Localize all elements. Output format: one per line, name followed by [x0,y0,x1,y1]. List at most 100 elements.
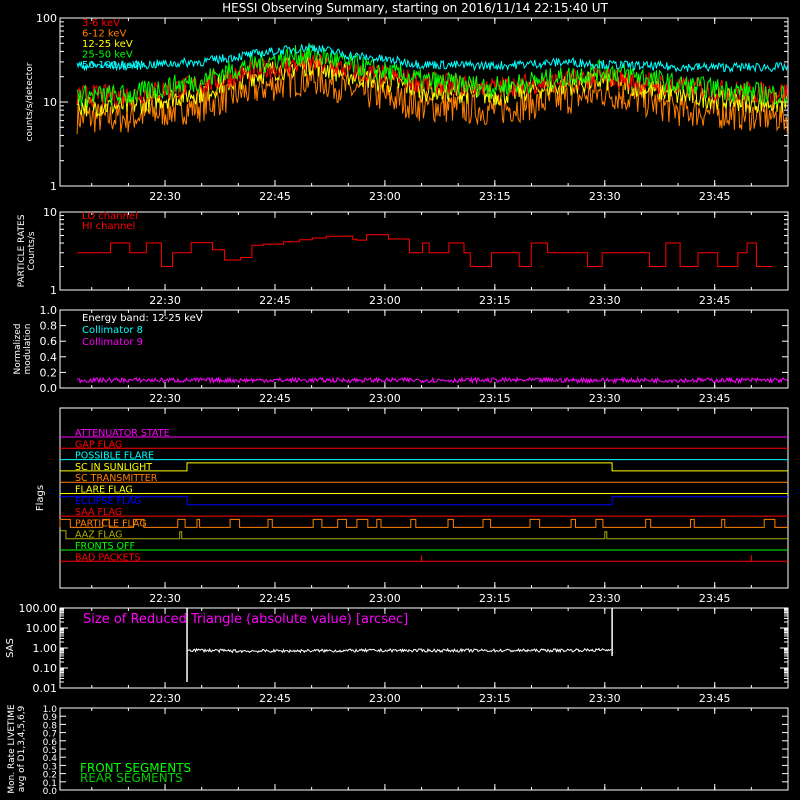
time-tick-label: 22:45 [259,190,291,203]
time-tick-label: 22:30 [149,392,181,405]
y-tick-label: 0.3 [43,762,57,772]
y-tick-label: 0.01 [33,682,58,695]
y-tick-label: 10.00 [26,622,58,635]
legend-entry-0: FRONT SEGMENTS [80,761,191,775]
series-line-2 [76,54,788,117]
flag-label-5: FLARE FLAG [75,485,133,496]
panels: 22:30 22:45 23:00 23:15 23:30 23:45 1 10 100 coun… [5,12,789,797]
legend-entry-0: Collimator 8 [82,325,143,336]
y-axis-label: Flags [35,485,46,511]
figure-title: HESSI Observing Summary, starting on 201… [222,1,608,15]
time-tick-label: 22:30 [149,190,181,203]
legend-entry-2: 12-25 keV [82,39,133,50]
y-tick-label: 1 [50,180,57,193]
time-tick-label: 23:15 [479,392,511,405]
time-tick-label: 23:15 [479,592,511,605]
legend-entry-1: REAR SEGMENTS [80,771,183,785]
panel-frame [59,309,789,389]
sas-panel: 22:30 22:45 23:00 23:15 23:30 23:45 0.01 0.10 1.… [5,602,789,705]
y-tick-label: 0.10 [33,662,58,675]
time-tick-label: 23:00 [369,692,401,705]
y-tick-label: 10 [43,96,57,109]
count-rates-panel: 22:30 22:45 23:00 23:15 23:30 23:45 1 10 100 coun… [25,12,789,203]
series-line-4 [76,43,788,74]
time-tick-label: 23:30 [589,294,621,307]
y-tick-label: 0.0 [43,787,58,797]
panel-frame [59,211,789,291]
time-tick-label: 23:30 [589,692,621,705]
y-tick-label: 0.1 [43,779,57,789]
series-line-3 [76,42,788,108]
flag-label-1: GAP FLAG [75,439,122,450]
flags-panel: 22:30 22:45 23:00 23:15 23:30 23:45 Flags ATTEN… [35,407,789,605]
flag-label-4: SC TRANSMITTER [75,473,158,484]
time-tick-label: 22:30 [149,592,181,605]
series-line-1 [76,62,788,135]
time-tick-label: 23:15 [479,190,511,203]
time-tick-label: 23:00 [369,592,401,605]
flag-label-9: AAZ FLAG [75,530,122,541]
y-tick-label: 0.0 [40,382,58,395]
flag-line-8 [59,518,788,528]
y-tick-label: 0.4 [40,351,58,364]
time-tick-label: 23:30 [589,190,621,203]
time-tick-label: 23:45 [699,392,731,405]
flag-label-0: ATTENUATOR STATE [75,428,170,439]
flag-line-9 [60,530,788,540]
time-tick-label: 23:15 [479,692,511,705]
y-tick-label: 0.7 [43,730,57,740]
y-tick-label: 100.00 [19,602,58,615]
legend-entry-1: 6-12 keV [82,29,126,40]
y-tick-label: 0.8 [43,721,58,731]
flag-line-6 [60,496,788,506]
time-tick-label: 22:30 [149,692,181,705]
time-tick-label: 22:45 [259,592,291,605]
time-tick-label: 23:45 [699,592,731,605]
flag-label-11: BAD PACKETS [75,552,141,563]
time-tick-label: 23:30 [589,592,621,605]
flag-line-3 [60,462,788,472]
flag-label-6: ECLIPSE FLAG [75,496,141,507]
y-tick-label: 0.6 [40,335,58,348]
y-tick-label: 1.0 [40,304,58,317]
y-tick-label: 0.9 [43,713,58,723]
flag-label-10: FRONTS OFF [75,541,135,552]
time-tick-label: 22:45 [259,692,291,705]
time-tick-label: 22:45 [259,294,291,307]
flag-label-3: SC IN SUNLIGHT [75,462,152,473]
y-axis-label: Normalizedmodulation [13,323,33,374]
y-axis-label: counts/s/detector [25,62,35,141]
y-tick-label: 100 [36,12,57,25]
y-axis-label: Mon. Rate LIVETIMEavg of D1,3,4,5,6,9 [7,704,27,794]
time-tick-label: 22:45 [259,392,291,405]
flag-label-8: PARTICLE FLAG [75,518,147,529]
flag-line-11 [60,555,788,562]
y-tick-label: 10 [43,206,57,219]
y-axis-label: SAS [5,638,16,658]
time-tick-label: 23:15 [479,294,511,307]
y-tick-label: 0.4 [43,754,58,764]
particle-rates-panel: 22:30 22:45 23:00 23:15 23:30 23:45 1 10 PARTICL… [17,206,789,307]
legend-entry-1: Collimator 9 [82,337,143,348]
series-line-collimator-9 [76,376,788,385]
series-line-hi-channel [77,234,773,267]
flag-label-7: SAA FLAG [75,507,122,518]
y-tick-label: 0.6 [43,738,58,748]
legend-entry-1: HI channel [82,221,135,232]
time-tick-label: 23:00 [369,190,401,203]
livetime-panel: 0.00.10.20.30.40.50.60.70.80.91.0 Mon. Ra… [7,704,789,797]
legend-entry-0: 3-6 keV [82,18,120,29]
y-tick-label: 1.0 [43,705,58,715]
energy-band-annotation: Energy band: 12-25 keV [82,313,203,324]
time-tick-label: 23:45 [699,692,731,705]
y-tick-label: 0.5 [43,746,57,756]
y-tick-label: 0.2 [43,771,57,781]
y-tick-label: 0.8 [40,320,58,333]
legend-entry-0: LO channel [82,211,138,222]
legend-entry-3: 25-50 keV [82,50,133,61]
time-tick-label: 22:30 [149,294,181,307]
legend-entry-4: 50-100 keV [82,60,139,71]
y-tick-label: 0.2 [40,366,58,379]
time-tick-label: 23:30 [589,392,621,405]
